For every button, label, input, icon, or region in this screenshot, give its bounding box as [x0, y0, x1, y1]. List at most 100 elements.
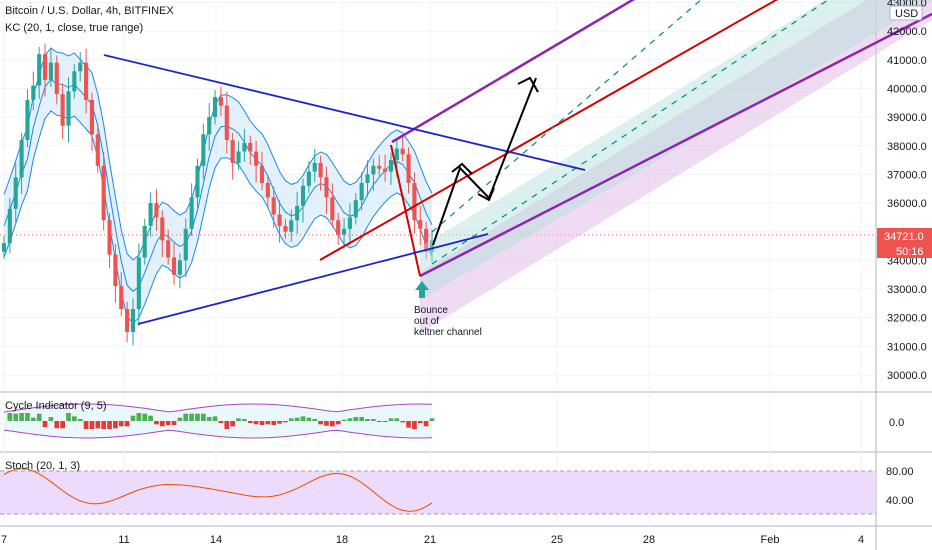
- channel-upper-line[interactable]: [391, 0, 646, 144]
- cycle-bar: [206, 417, 212, 421]
- candle-body: [383, 168, 388, 172]
- price-axis-label: 34000.0: [887, 255, 927, 267]
- candle-body: [60, 94, 65, 126]
- candle-body: [113, 254, 118, 287]
- candle-body: [248, 142, 253, 152]
- candle-body: [347, 217, 352, 229]
- cycle-bar: [423, 421, 429, 427]
- last-price-value: 34721.0: [884, 231, 924, 243]
- candle-body: [13, 177, 18, 209]
- cycle-bar: [277, 421, 282, 424]
- candle-body: [318, 162, 323, 178]
- annotation-line-3: keltner channel: [414, 327, 482, 338]
- cycle-bar: [306, 417, 312, 421]
- candle-body: [242, 142, 247, 152]
- cycle-bar: [417, 421, 423, 423]
- cycle-bar: [400, 421, 406, 423]
- cycle-bar: [218, 421, 224, 423]
- cycle-bar: [429, 418, 435, 421]
- channel-inner-fill: [420, 0, 932, 300]
- candle-body: [189, 197, 194, 229]
- channel-median-line[interactable]: [319, 0, 790, 261]
- lower-trendline[interactable]: [137, 233, 489, 325]
- channel-lower-line[interactable]: [419, 12, 932, 278]
- candle-body: [342, 228, 347, 235]
- time-axis[interactable]: 7 11 14 18 21 25 28 Feb 4: [1, 534, 864, 546]
- cycle-bar: [30, 417, 36, 421]
- price-axis-label: 31000.0: [887, 341, 927, 353]
- cycle-bar: [83, 421, 89, 429]
- stoch-line: [3, 468, 433, 512]
- currency-label: USD: [895, 8, 918, 20]
- channel-inner-dashed-upper: [431, 0, 702, 233]
- cycle-bar: [271, 421, 277, 425]
- cycle-bar: [318, 421, 323, 425]
- cycle-bar: [130, 415, 136, 421]
- cycle-bar: [312, 419, 318, 421]
- cycle-bar: [236, 418, 241, 421]
- candle-body: [359, 182, 364, 201]
- candle-body: [48, 62, 53, 80]
- upper-trendline[interactable]: [103, 54, 586, 171]
- cycle-bar: [382, 421, 388, 422]
- stoch-band: [0, 471, 876, 514]
- candle-body: [136, 257, 141, 310]
- cycle-bar: [183, 413, 189, 421]
- cycle-bar: [48, 417, 54, 421]
- cycle-bar: [177, 417, 183, 421]
- currency-button[interactable]: USD: [889, 5, 923, 21]
- candle-body: [324, 177, 329, 198]
- stoch-axis-80: 80.00: [886, 466, 914, 478]
- cycle-bar: [107, 421, 112, 429]
- candle-body: [213, 97, 218, 118]
- time-axis-label: 11: [118, 534, 129, 546]
- candle-body: [388, 160, 394, 172]
- cycle-bar: [394, 418, 400, 421]
- projection-zigzag: [432, 77, 537, 246]
- candle-body: [166, 240, 171, 258]
- cycle-bar: [60, 421, 65, 429]
- cycle-bar: [136, 413, 142, 421]
- cycle-bar: [347, 418, 353, 421]
- price-axis[interactable]: 43000.0 42000.0 41000.0 40000.0 39000.0 38000…: [887, 0, 927, 382]
- channel-outer-fill: [420, 0, 932, 333]
- cycle-bar: [77, 419, 83, 421]
- cycle-bar: [101, 421, 107, 429]
- cycle-bar: [341, 419, 347, 421]
- candle-body: [148, 203, 153, 226]
- price-axis-label: 41000.0: [887, 55, 927, 67]
- candle-body: [377, 165, 382, 169]
- time-axis-label: 18: [336, 534, 348, 546]
- candle-body: [365, 174, 370, 183]
- cycle-bar: [253, 421, 259, 425]
- candle-body: [330, 197, 335, 221]
- cycle-bar: [66, 413, 71, 421]
- candle-body: [265, 182, 270, 198]
- cycle-bar: [25, 413, 30, 421]
- channel-inner-dashed-lower: [431, 0, 830, 265]
- cycle-bar: [89, 421, 95, 429]
- triangle-trendlines[interactable]: [103, 54, 586, 325]
- keltner-lower: [3, 110, 433, 324]
- price-axis-label: 39000.0: [887, 112, 927, 124]
- candle-body: [1, 243, 7, 252]
- candle-body: [312, 162, 317, 172]
- candle-body: [394, 148, 399, 161]
- price-axis-label: 33000.0: [887, 284, 927, 296]
- candle-body: [295, 205, 300, 221]
- cycle-bar: [200, 413, 206, 421]
- parallel-channel[interactable]: [319, 0, 932, 333]
- cycle-bar: [195, 413, 200, 421]
- cycle-bar: [42, 421, 48, 427]
- cycle-bar: [329, 421, 335, 427]
- price-axis-label: 32000.0: [887, 313, 927, 325]
- candle-body: [154, 203, 159, 218]
- annotation-line-1: Bounce: [414, 305, 448, 316]
- candle-body: [183, 228, 188, 261]
- cycle-bar: [124, 421, 130, 427]
- stoch-panel-title: Stoch (20, 1, 3): [5, 460, 80, 472]
- last-price-tag: 34721.0 50:16: [877, 228, 932, 258]
- time-axis-label: 4: [858, 534, 864, 546]
